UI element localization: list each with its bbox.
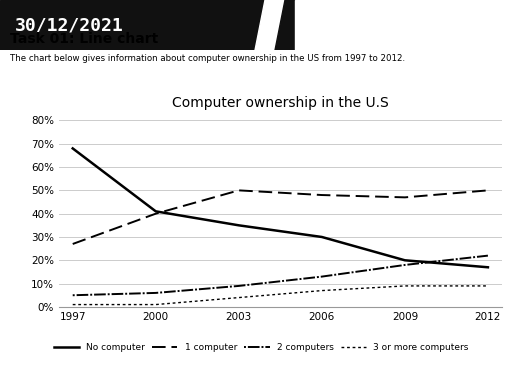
Polygon shape [295, 0, 512, 50]
Polygon shape [0, 0, 512, 50]
Legend: No computer, 1 computer, 2 computers, 3 or more computers: No computer, 1 computer, 2 computers, 3 … [54, 343, 468, 352]
Text: 30/12/2021: 30/12/2021 [15, 16, 124, 34]
Text: The chart below gives information about computer ownership in the US from 1997 t: The chart below gives information about … [10, 54, 406, 63]
Polygon shape [270, 0, 300, 50]
Polygon shape [275, 0, 310, 50]
Polygon shape [280, 0, 310, 50]
Title: Computer ownership in the U.S: Computer ownership in the U.S [172, 96, 389, 109]
Polygon shape [255, 0, 295, 50]
Text: Task 01: Line chart: Task 01: Line chart [10, 32, 159, 46]
